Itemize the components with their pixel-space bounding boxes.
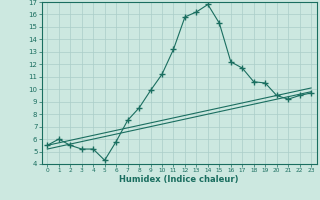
X-axis label: Humidex (Indice chaleur): Humidex (Indice chaleur): [119, 175, 239, 184]
